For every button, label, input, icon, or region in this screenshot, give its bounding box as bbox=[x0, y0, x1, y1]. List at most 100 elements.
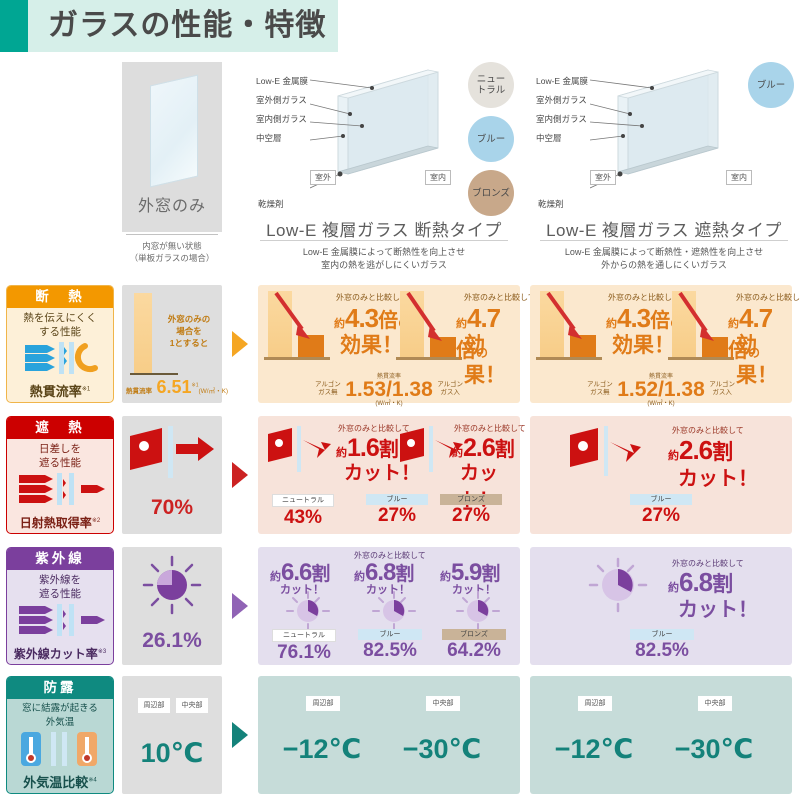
ins-b-right-gas: アルゴン ガス入 bbox=[709, 381, 736, 396]
uv-a2-unit: 割 bbox=[395, 564, 415, 585]
hs-a-tag-blue: ブルー 27% bbox=[366, 494, 428, 527]
lead-label-outer-glass-a: 室外側ガラス bbox=[256, 95, 307, 105]
category-heat-shield-sub: 日差しを 遮る性能 bbox=[7, 442, 113, 470]
ins-a-left-gas: アルゴン ガス無 bbox=[314, 381, 341, 396]
ins-a1-down-arrow bbox=[274, 291, 310, 339]
cond-a-temp-edge: −12℃ bbox=[276, 734, 368, 764]
panel-insulation-b: 外窓のみと比較して 約4.3倍の 効果！ 外窓のみと比較して 約4.7倍の 効果… bbox=[530, 285, 800, 407]
uv-b-compare-note: 外窓のみと比較して bbox=[672, 559, 744, 568]
ins-a2-value: 4.7 bbox=[467, 303, 501, 333]
glass-title-a: Low-E 複層ガラス 断熱タイプ bbox=[266, 221, 502, 240]
specimen-row: 外窓のみ 内窓が無い状態 （単板ガラスの場合） Low-E 金属膜 室外側ガラス… bbox=[0, 52, 800, 280]
baseline-metric-label: 熱貫流率 bbox=[126, 388, 152, 395]
cond-b-center-value: −30 bbox=[674, 734, 721, 764]
category-heat-shield-head: 遮 熱 bbox=[7, 417, 113, 439]
solar-block-icon bbox=[7, 471, 113, 507]
hs-a2-unit: 割 bbox=[494, 439, 515, 461]
uv-a3-tail: カット！ bbox=[452, 584, 496, 596]
baseline-temp-unit: ℃ bbox=[170, 738, 204, 768]
ins-a2-pre: 約 bbox=[456, 318, 467, 330]
lead-label-outer-glass-b: 室外側ガラス bbox=[536, 95, 587, 105]
baseline-u-footnote: ※1 bbox=[191, 382, 199, 389]
hs-a1-tail: カット！ bbox=[344, 463, 421, 484]
hs-b-tag-blue-label: ブルー bbox=[630, 494, 692, 505]
ins-a1-pre: 約 bbox=[334, 318, 345, 330]
lead-label-air-layer-a: 中空層 bbox=[256, 133, 282, 143]
ins-a1-unit: 倍 bbox=[378, 310, 399, 332]
ins-a1-base-bar bbox=[268, 291, 292, 357]
row-heat-shield: 遮 熱 日差しを 遮る性能 bbox=[0, 412, 800, 543]
cond-b-edge-unit: ℃ bbox=[600, 734, 634, 764]
baseline-subtext-line2: （単板ガラスの場合） bbox=[129, 253, 215, 263]
hs-a2-pre: 約 bbox=[452, 447, 463, 459]
uv-a2-pre: 約 bbox=[354, 571, 365, 583]
inside-tag-b: 室内 bbox=[726, 170, 752, 185]
uv-sun-icon-a1 bbox=[286, 591, 330, 631]
hs-a1-ratio: 約1.6割 bbox=[336, 433, 399, 463]
ins-b2-compare-note: 外窓のみと比較して bbox=[736, 293, 800, 302]
cond-b-edge-value: −12 bbox=[554, 734, 601, 764]
uv-b-value: 6.8 bbox=[679, 567, 713, 597]
panel-heat-shield-a: 外窓のみと比較して 約1.6割 カット！ 外窓のみと比較して 約2.6割 カット… bbox=[258, 416, 526, 534]
uv-a1-value: 6.6 bbox=[281, 559, 312, 586]
uv-a-compare-note: 外窓のみと比較して bbox=[354, 551, 426, 560]
baseline-temp-value: 10 bbox=[140, 738, 171, 768]
ins-b-left-gas: アルゴン ガス無 bbox=[586, 381, 613, 396]
desiccant-label-a: 乾燥剤 bbox=[258, 199, 284, 209]
uv-a1-unit: 割 bbox=[311, 564, 331, 585]
hs-b1-ratio: 約2.6割 bbox=[668, 435, 733, 466]
cond-b-tag-edge: 周辺部 bbox=[578, 696, 612, 711]
ins-b-unit: (W/㎡・K) bbox=[647, 401, 675, 407]
panel-heat-shield-b: 外窓のみと比較して 約2.6割 カット！ ブルー 27% bbox=[530, 416, 792, 534]
outside-tag-b: 室外 bbox=[590, 170, 616, 185]
hs-a1-compare-note: 外窓のみと比較して bbox=[338, 424, 410, 433]
uv-a-pct-blue: 82.5% bbox=[363, 640, 417, 661]
hs-a-tag-bronze: ブロンズ 27% bbox=[440, 494, 502, 527]
category-uv-metric: 紫外線カット率※3 bbox=[7, 645, 113, 662]
cond-b-tag-center: 中央部 bbox=[698, 696, 732, 711]
hs-b1-pre: 約 bbox=[668, 450, 679, 462]
uv-a3-unit: 割 bbox=[481, 564, 501, 585]
lead-label-list-a: Low-E 金属膜 室外側ガラス 室内側ガラス 中空層 bbox=[256, 72, 308, 148]
ins-a1-floor bbox=[264, 357, 330, 360]
glass-desc-b-line2: 外からの熱を通しにくいガラス bbox=[601, 260, 727, 270]
hs-a-pct-neutral: 43% bbox=[283, 507, 323, 528]
hs-a1-unit: 割 bbox=[378, 439, 399, 461]
uv-a3-ratio: 約5.9割 bbox=[440, 559, 500, 587]
heat-transfer-icon bbox=[7, 340, 113, 376]
hs-b1-unit: 割 bbox=[712, 441, 734, 464]
ins-b1-down-arrow bbox=[546, 291, 582, 339]
baseline-subtext: 内窓が無い状態 （単板ガラスの場合） bbox=[122, 240, 222, 264]
uv-a1-ratio: 約6.6割 bbox=[270, 559, 330, 587]
glass-desc-a: Low-E 金属膜によって断熱性を向上させ 室内の熱を逃がしにくいガラス bbox=[250, 246, 518, 272]
metric-label-insulation: 熱貫流率 bbox=[29, 384, 82, 399]
ins-a2-tail: 効果！ bbox=[464, 334, 506, 387]
category-insulation-head: 断 熱 bbox=[7, 286, 113, 308]
swatch-bronze-label: ブロンズ bbox=[472, 187, 510, 199]
swatch-blue-a: ブルー bbox=[468, 116, 514, 162]
metric-footnote-condensation: ※4 bbox=[88, 777, 97, 784]
uv-a1-pre: 約 bbox=[270, 571, 281, 583]
cond-a-edge-unit: ℃ bbox=[328, 734, 362, 764]
baseline-cell-condensation: 周辺部 中央部 10℃ bbox=[122, 676, 222, 794]
ins-a-footer: アルゴン ガス無 熱貫流率 1.53/1.38 (W/㎡・K) アルゴン ガス入 bbox=[258, 371, 520, 407]
category-condensation-sub: 窓に結露が起きる 外気温 bbox=[7, 702, 113, 730]
row-condensation: 防露 窓に結露が起きる 外気温 bbox=[0, 672, 800, 800]
category-uv-sub2: 遮る性能 bbox=[39, 588, 81, 600]
swatch-blue-label-b: ブルー bbox=[756, 79, 786, 91]
solar-through-icon bbox=[130, 426, 214, 478]
swatch-neutral-label: ニュー トラル bbox=[476, 74, 506, 96]
hs-b1-icon bbox=[570, 426, 641, 476]
cond-a-tag-center: 中央部 bbox=[426, 696, 460, 711]
ins-a1-value: 4.3 bbox=[345, 303, 379, 333]
swatch-bronze: ブロンズ bbox=[468, 170, 514, 216]
hs-b1-value: 2.6 bbox=[679, 435, 713, 465]
uv-sun-icon-a3 bbox=[456, 591, 500, 631]
cond-b-center-unit: ℃ bbox=[720, 734, 754, 764]
ins-a2-ratio: 約4.7 倍の bbox=[456, 303, 520, 363]
header-accent-bar bbox=[0, 0, 28, 52]
ins-b-metric-label: 熱貫流率 bbox=[648, 374, 673, 380]
ins-a1-result-bar bbox=[298, 335, 324, 357]
uv-b-ratio: 約6.8割 bbox=[668, 567, 733, 598]
ins-b2-tail: 効果！ bbox=[736, 334, 778, 387]
